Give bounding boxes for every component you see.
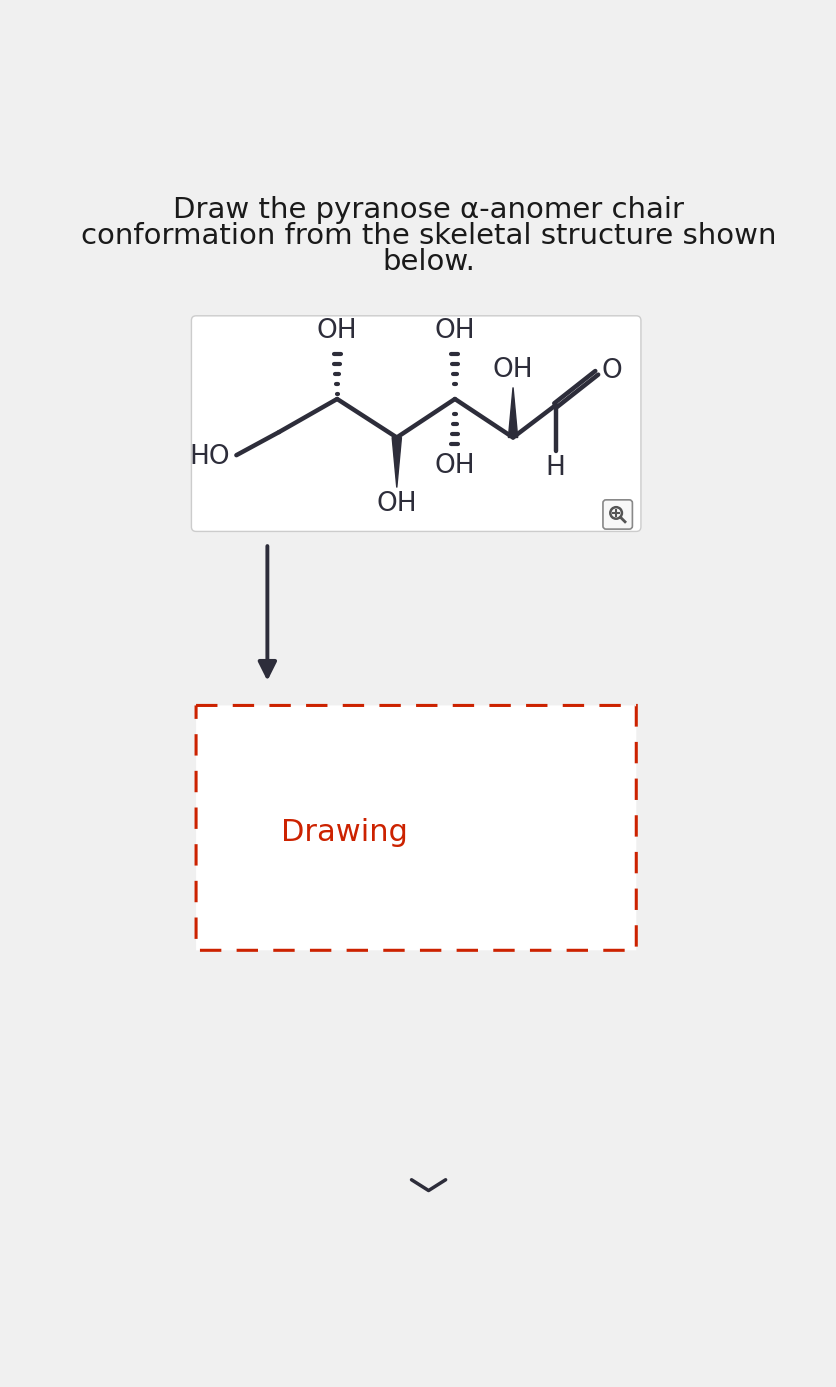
Text: OH: OH <box>317 318 357 344</box>
Text: conformation from the skeletal structure shown: conformation from the skeletal structure… <box>81 222 776 250</box>
Text: OH: OH <box>492 356 533 383</box>
Text: below.: below. <box>382 248 475 276</box>
Polygon shape <box>392 437 401 487</box>
Text: OH: OH <box>434 454 475 479</box>
FancyBboxPatch shape <box>196 706 635 950</box>
Text: O: O <box>601 358 621 384</box>
Text: H: H <box>545 455 565 481</box>
FancyBboxPatch shape <box>191 316 640 531</box>
FancyBboxPatch shape <box>602 499 632 528</box>
Polygon shape <box>507 387 517 437</box>
Text: OH: OH <box>434 318 475 344</box>
Text: HO: HO <box>189 444 230 470</box>
Text: Draw the pyranose α-anomer chair: Draw the pyranose α-anomer chair <box>173 196 683 223</box>
Text: OH: OH <box>376 491 416 517</box>
Text: Drawing: Drawing <box>281 818 408 847</box>
